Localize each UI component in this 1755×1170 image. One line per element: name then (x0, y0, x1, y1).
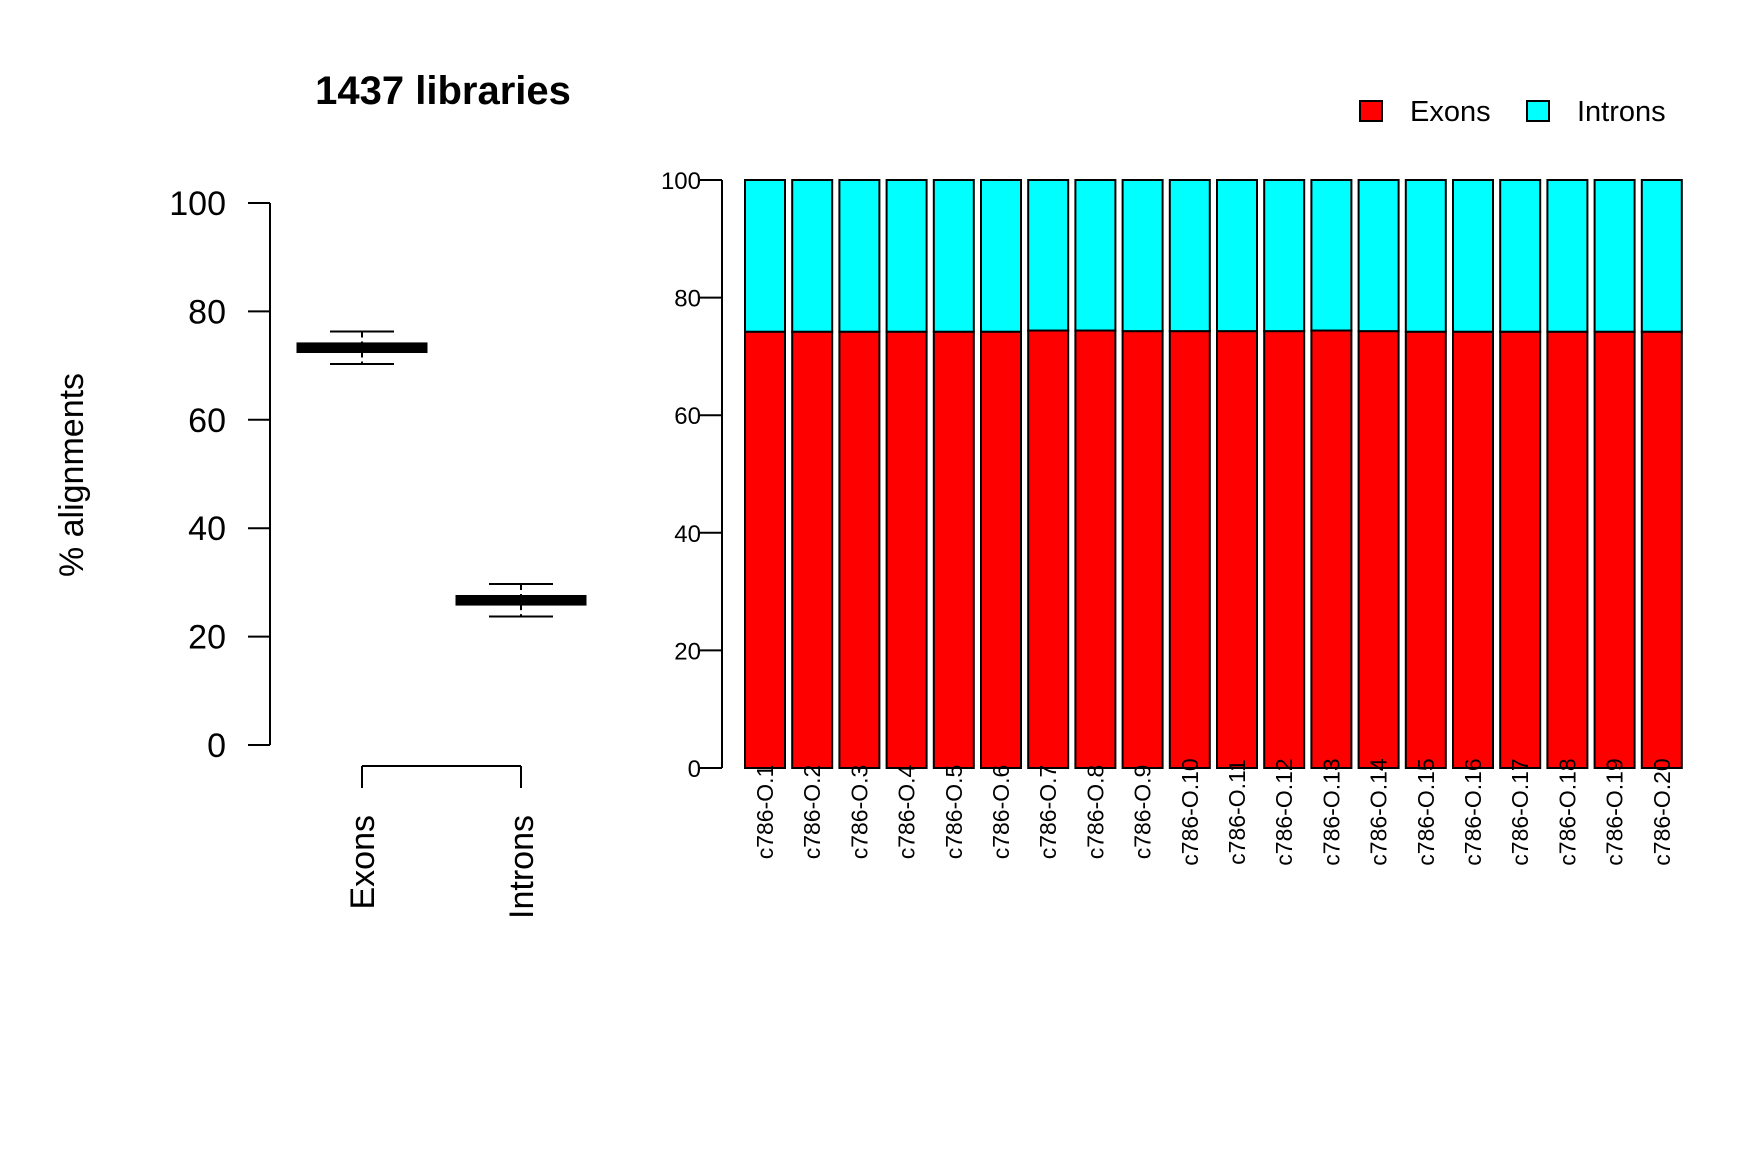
bar-introns (744, 179, 786, 333)
legend-swatch-exons (1359, 100, 1383, 122)
bar-introns (1404, 179, 1447, 333)
bar-introns (1593, 179, 1636, 333)
bar-exons (1168, 330, 1211, 769)
bar-introns (1357, 179, 1400, 333)
bar-x-tick-label: c786-O.1 (752, 765, 778, 860)
bar-x-tick-label: c786-O.8 (1082, 765, 1108, 860)
bar-introns (1074, 179, 1117, 332)
y-tick-label: 80 (188, 293, 226, 331)
bar-exons (1640, 330, 1683, 769)
bar-y-tick-label: 20 (674, 638, 701, 665)
bar-exons (885, 330, 928, 769)
bar-exons (980, 330, 1022, 769)
bar-exons (1216, 330, 1258, 769)
x-tick-label: Introns (503, 815, 541, 919)
bar-introns (980, 179, 1022, 333)
y-tick-label: 20 (188, 619, 226, 657)
bar-introns (1640, 179, 1683, 333)
y-tick-label: 100 (169, 185, 226, 223)
bar-x-tick-label: c786-O.10 (1177, 758, 1203, 865)
bar-introns (1168, 179, 1211, 333)
bar-exons (932, 330, 975, 769)
stacked-bar-panel: 0 20 40 60 80 100 c786-O.1 c786-O.2 c786-O.3 c786… (661, 168, 1683, 866)
legend-swatch-introns (1526, 100, 1550, 122)
bar-exons (838, 330, 881, 769)
bar-y-tick-label: 40 (674, 521, 701, 548)
bar-x-tick-label: c786-O.2 (799, 765, 825, 860)
bar-exons (1357, 330, 1400, 769)
legend: Exons Introns (1359, 96, 1666, 128)
bar-x-tick-label: c786-O.17 (1507, 758, 1533, 865)
bar-x-tick-label: c786-O.20 (1649, 758, 1675, 865)
bar-x-tick-label: c786-O.13 (1318, 758, 1344, 865)
bar-exons (1546, 330, 1589, 769)
bar-exons (1121, 330, 1164, 769)
boxplot-title: 1437 libraries (315, 69, 571, 113)
bar-exons (791, 330, 834, 769)
boxplot-panel: 0 20 40 60 80 100 Exons Introns (169, 185, 587, 919)
bar-introns (1452, 179, 1494, 333)
bar-x-tick-label: c786-O.12 (1271, 758, 1297, 865)
bar-introns (1027, 179, 1070, 332)
bar-x-tick-label: c786-O.7 (1035, 765, 1061, 860)
x-tick-label: Exons (344, 815, 382, 910)
bar-introns (1216, 179, 1258, 333)
bar-introns (1546, 179, 1589, 333)
y-tick-label: 0 (207, 727, 226, 765)
bar-exons (1452, 330, 1494, 769)
bar-introns (885, 179, 928, 333)
y-axis-label: % alignments (53, 373, 91, 577)
bar-x-tick-label: c786-O.11 (1224, 759, 1250, 865)
y-tick-label: 40 (188, 510, 226, 548)
bar-x-tick-label: c786-O.9 (1130, 765, 1156, 860)
bar-x-tick-label: c786-O.4 (894, 764, 920, 859)
bar-introns (932, 179, 975, 333)
bar-x-tick-label: c786-O.3 (846, 765, 872, 860)
bar-exons (744, 330, 786, 769)
bar-x-tick-label: c786-O.14 (1366, 758, 1392, 866)
bar-exons (1310, 329, 1353, 769)
bar-x-tick-label: c786-O.19 (1602, 758, 1628, 865)
legend-label: Exons (1410, 96, 1491, 128)
bar-introns (1263, 179, 1306, 333)
bar-introns (838, 179, 881, 333)
y-tick-label: 60 (188, 402, 226, 440)
bar-exons (1499, 330, 1542, 769)
bar-y-tick-label: 80 (674, 286, 701, 313)
legend-label: Introns (1577, 96, 1666, 128)
bar-y-tick-label: 0 (688, 756, 701, 783)
bar-exons (1074, 329, 1117, 769)
bar-introns (1499, 179, 1542, 333)
bar-x-tick-label: c786-O.5 (941, 765, 967, 860)
bar-introns (791, 179, 834, 333)
bar-y-tick-label: 100 (661, 168, 701, 195)
bar-x-tick-label: c786-O.6 (988, 765, 1014, 860)
bar-introns (1121, 179, 1164, 333)
bar-x-tick-label: c786-O.15 (1413, 758, 1439, 865)
bar-exons (1263, 330, 1306, 769)
bar-y-tick-label: 60 (674, 403, 701, 430)
bar-exons (1027, 329, 1070, 769)
bar-exons (1593, 330, 1636, 769)
bar-introns (1310, 179, 1353, 332)
bar-x-tick-label: c786-O.18 (1554, 758, 1580, 865)
bar-x-tick-label: c786-O.16 (1460, 758, 1486, 865)
bar-exons (1404, 330, 1447, 769)
